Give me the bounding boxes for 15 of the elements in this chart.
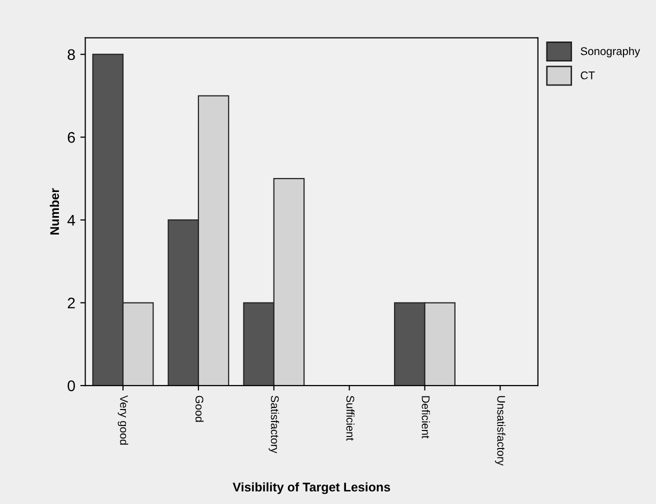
y-tick-label: 4 bbox=[67, 214, 76, 226]
x-axis-title: Visibility of Target Lesions bbox=[232, 482, 390, 494]
y-tick-label: 6 bbox=[68, 132, 75, 143]
x-tick-label: Unsatisfactory bbox=[495, 396, 506, 466]
x-tick-label: Satisfactory bbox=[268, 396, 280, 454]
y-tick-label: 8 bbox=[68, 49, 75, 60]
x-tick-label: Deficient bbox=[422, 396, 430, 438]
x-tick-label: Sufficient bbox=[346, 396, 354, 441]
y-tick-label: 2 bbox=[68, 298, 75, 308]
legend-label: CT bbox=[580, 71, 595, 80]
y-axis-title: Number bbox=[50, 188, 60, 234]
x-tick-label: Very good bbox=[118, 395, 128, 445]
legend-label: Sonography bbox=[580, 46, 640, 58]
y-tick-label: 0 bbox=[68, 380, 75, 392]
x-tick-label: Good bbox=[195, 396, 204, 422]
